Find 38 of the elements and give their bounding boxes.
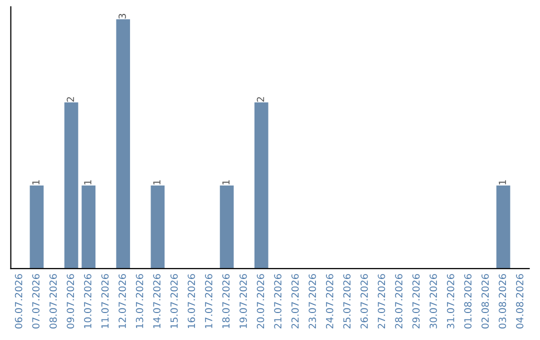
x-tick-label: 25.07.2026 bbox=[343, 274, 351, 328]
x-tick-label: 02.08.2026 bbox=[481, 274, 489, 328]
x-tick-label: 20.07.2026 bbox=[256, 274, 264, 328]
x-tick-label: 22.07.2026 bbox=[291, 274, 299, 328]
x-tick-label: 18.07.2026 bbox=[222, 274, 230, 328]
x-tick-label: 03.08.2026 bbox=[498, 274, 506, 328]
x-tick-label: 14.07.2026 bbox=[153, 274, 160, 328]
x-tick-label: 23.07.2026 bbox=[308, 274, 316, 328]
data-label: 1 bbox=[32, 180, 40, 184]
x-tick-label: 08.07.2026 bbox=[49, 274, 57, 328]
data-label: 1 bbox=[153, 180, 160, 184]
data-label: 1 bbox=[84, 180, 92, 184]
x-tick-label: 06.07.2026 bbox=[14, 274, 22, 328]
x-tick-label: 13.07.2026 bbox=[136, 274, 144, 328]
x-tick-label: 19.07.2026 bbox=[240, 274, 247, 328]
data-label: 1 bbox=[498, 180, 506, 184]
x-tick-label: 27.07.2026 bbox=[378, 274, 386, 328]
x-tick-label: 24.07.2026 bbox=[326, 274, 334, 328]
data-label: 3 bbox=[118, 14, 126, 19]
x-tick-label: 07.07.2026 bbox=[32, 274, 40, 328]
x-tick-label: 12.07.2026 bbox=[118, 274, 126, 328]
x-tick-label: 29.07.2026 bbox=[412, 274, 420, 328]
x-tick-label: 21.07.2026 bbox=[274, 274, 282, 328]
x-tick-label: 10.07.2026 bbox=[84, 274, 92, 328]
x-tick-label: 30.07.2026 bbox=[430, 274, 437, 328]
data-label: 1 bbox=[222, 180, 230, 184]
x-tick-label: 11.07.2026 bbox=[101, 274, 109, 328]
x-tick-label: 17.07.2026 bbox=[204, 274, 212, 328]
x-tick-label: 26.07.2026 bbox=[360, 274, 368, 328]
x-tick-label: 31.07.2026 bbox=[446, 274, 454, 328]
data-label: 2 bbox=[256, 97, 264, 102]
data-label: 2 bbox=[66, 97, 74, 102]
x-tick-label: 15.07.2026 bbox=[170, 274, 178, 328]
x-tick-label: 09.07.2026 bbox=[66, 274, 74, 328]
x-tick-label: 01.08.2026 bbox=[464, 274, 472, 328]
x-tick-label: 28.07.2026 bbox=[395, 274, 402, 328]
x-tick-label: 16.07.2026 bbox=[188, 274, 196, 328]
x-tick-label: 04.08.2026 bbox=[516, 274, 524, 328]
